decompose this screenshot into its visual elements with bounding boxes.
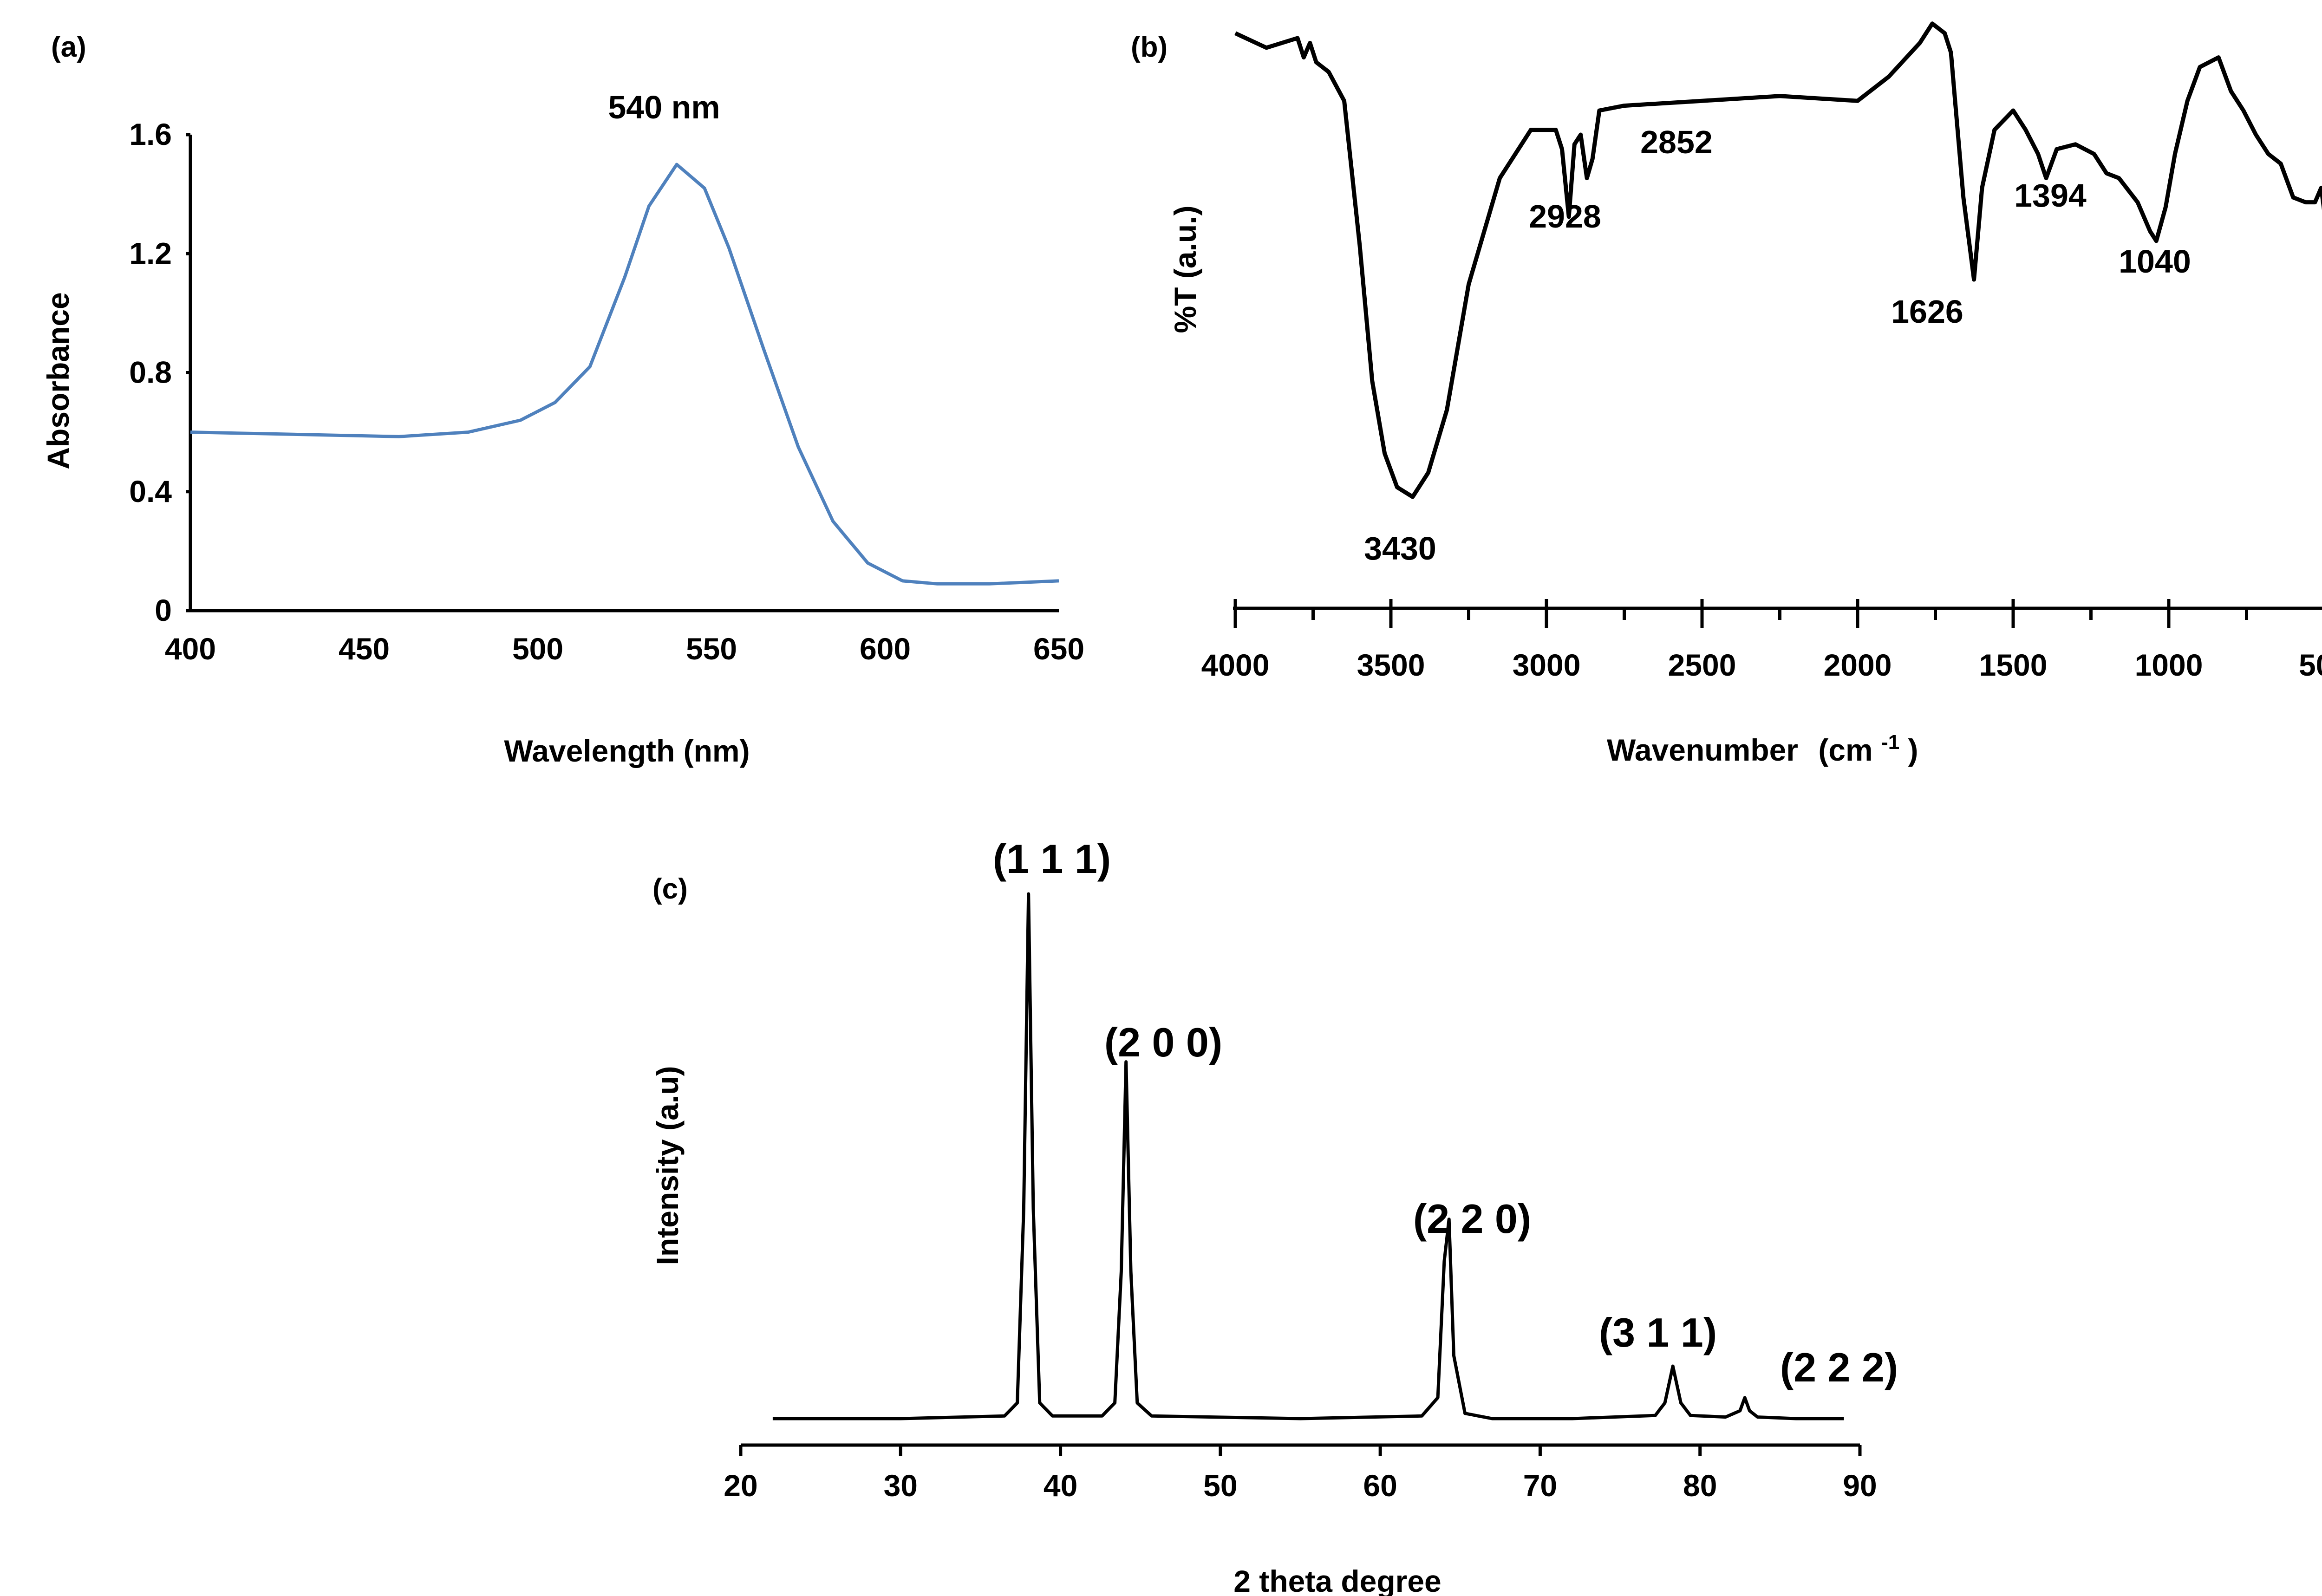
- panel-c-label: (c): [652, 873, 688, 905]
- panel-c-y-axis-title: Intensity (a.u): [650, 1066, 685, 1265]
- panel-c-x-tick-label: 70: [1523, 1468, 1557, 1503]
- hkl-label-311: (3 1 1): [1599, 1309, 1717, 1355]
- panel-b-x-axis-title: Wavenumber (cm -1 ): [1607, 721, 1918, 767]
- peak-label-1626: 1626: [1891, 293, 1963, 330]
- panel-c-x-axis-title: 2 theta degree: [1233, 1564, 1441, 1596]
- hkl-label-222: (2 2 2): [1780, 1344, 1898, 1390]
- panel-b-x-tick-label: 2500: [1668, 648, 1736, 682]
- peak-label-2852: 2852: [1640, 124, 1713, 160]
- panel-c-x-tick-label: 60: [1363, 1468, 1397, 1503]
- panel-c-x-tick-label: 90: [1843, 1468, 1877, 1503]
- hkl-label-200: (2 0 0): [1104, 1019, 1222, 1065]
- panel-a-y-tick-label: 0: [155, 593, 172, 627]
- panel-b-x-tick-label: 2000: [1824, 648, 1892, 682]
- panel-c-x-tick-label: 80: [1683, 1468, 1717, 1503]
- panel-c-x-ticks: 20 30 40 50 60 70 80 90: [724, 1445, 1877, 1503]
- panel-a-x-tick-label: 600: [860, 632, 911, 666]
- panel-a-peak-label: 540 nm: [608, 89, 720, 125]
- hkl-label-220: (2 2 0): [1413, 1196, 1531, 1242]
- panel-a-x-ticks: 400 450 500 550 600 650: [165, 632, 1084, 666]
- panel-b-x-axis-title-unit-superscript: -1: [1881, 731, 1899, 754]
- panel-a-x-tick-label: 450: [339, 632, 390, 666]
- panel-b-x-tick-label: 4000: [1201, 648, 1270, 682]
- panel-b-ftir-spectrum: [1234, 21, 2322, 499]
- peak-label-1394: 1394: [2014, 177, 2087, 214]
- panel-a-y-tick-label: 0.4: [129, 474, 172, 508]
- panel-c-x-tick-label: 40: [1044, 1468, 1077, 1503]
- panel-a-x-axis-title: Wavelength (nm): [504, 734, 750, 768]
- panel-a-x-tick-label: 500: [512, 632, 563, 666]
- panel-b-x-tick-label: 3500: [1357, 648, 1425, 682]
- panel-a-y-ticks: 0 0.4 0.8 1.2 1.6: [129, 117, 190, 627]
- panel-b-x-axis-title-unit-close: ): [1908, 733, 1918, 767]
- panel-b-x-tick-label: 1000: [2135, 648, 2203, 682]
- panel-a-x-tick-label: 650: [1033, 632, 1084, 666]
- panel-c-x-tick-label: 30: [884, 1468, 918, 1503]
- panel-c-x-tick-label: 50: [1203, 1468, 1237, 1503]
- panel-b: (b) %T (a.u.) Wavenumber (cm -1 ) 4000 35…: [1131, 21, 2322, 767]
- panel-a-axes: [189, 135, 1059, 612]
- panel-a: (a) 540 nm Absorbance Wavelength (nm) 00…: [41, 31, 1084, 768]
- panel-a-y-tick-label: 1.6: [129, 117, 172, 151]
- panel-a-y-tick-label: 0.8: [129, 355, 172, 390]
- hkl-label-111: (1 1 1): [993, 836, 1111, 882]
- peak-label-2928: 2928: [1529, 198, 1601, 235]
- panel-b-x-tick-label: 500: [2299, 648, 2322, 682]
- panel-c-x-tick-label: 20: [724, 1468, 757, 1503]
- panel-b-minor-ticks: [1311, 608, 2248, 620]
- panel-c-xrd-pattern: [772, 892, 1844, 1420]
- peak-label-3430: 3430: [1364, 530, 1436, 567]
- panel-b-x-tick-label: 1500: [1979, 648, 2048, 682]
- panel-b-x-tick-label: 3000: [1513, 648, 1581, 682]
- panel-b-x-axis-title-main: Wavenumber: [1607, 733, 1798, 767]
- panel-a-x-tick-label: 400: [165, 632, 216, 666]
- panel-b-label: (b): [1131, 31, 1168, 63]
- panel-a-absorbance-curve: [190, 163, 1059, 586]
- panel-a-y-tick-label: 1.2: [129, 236, 172, 270]
- panel-a-label: (a): [51, 31, 86, 63]
- peak-label-1040: 1040: [2119, 243, 2191, 280]
- panel-b-x-axis-title-unit: (cm: [1818, 733, 1872, 767]
- panel-a-y-axis-title: Absorbance: [41, 292, 75, 469]
- panel-a-x-tick-label: 550: [686, 632, 737, 666]
- panel-b-x-ticks: 4000 3500 3000 2500 2000 1500 1000 500: [1201, 599, 2322, 682]
- panel-b-y-axis-title: %T (a.u.): [1168, 206, 1202, 333]
- panel-c: (c) Intensity (a.u) 2 theta degree 20 30 4…: [650, 836, 1898, 1596]
